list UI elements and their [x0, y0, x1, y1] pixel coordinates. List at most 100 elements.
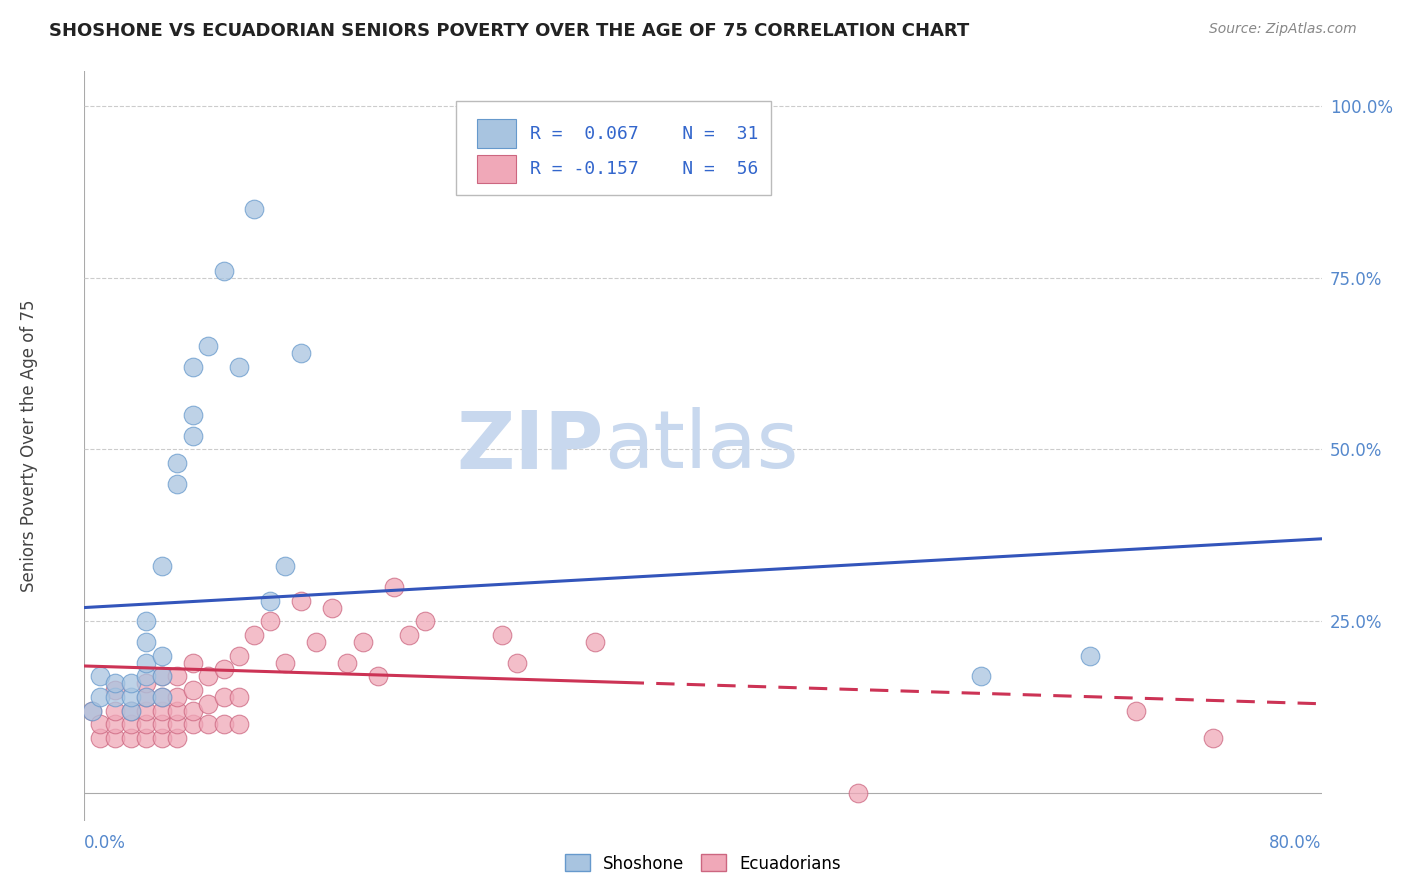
Point [367, 669, 389, 683]
Point [181, 683, 204, 698]
Text: Seniors Poverty Over the Age of 75: Seniors Poverty Over the Age of 75 [20, 300, 38, 592]
Point [150, 669, 173, 683]
Text: 80.0%: 80.0% [1270, 834, 1322, 853]
Text: R =  0.067    N =  31: R = 0.067 N = 31 [530, 125, 758, 143]
Point [352, 635, 374, 649]
Point [166, 456, 188, 470]
Point [846, 786, 869, 800]
Point [166, 476, 188, 491]
Point [82, 704, 104, 718]
Point [321, 600, 343, 615]
Point [89, 717, 111, 731]
Point [197, 339, 219, 353]
Point [212, 717, 235, 731]
Point [336, 656, 359, 670]
Point [120, 717, 142, 731]
Point [181, 428, 204, 442]
Point [135, 615, 157, 629]
Point [181, 704, 204, 718]
Point [228, 717, 250, 731]
Point [89, 731, 111, 746]
Bar [477, 120, 516, 148]
Point [228, 648, 250, 663]
Text: atlas: atlas [605, 407, 799, 485]
Text: 0.0%: 0.0% [84, 834, 127, 853]
Point [305, 635, 328, 649]
Point [382, 580, 405, 594]
Point [150, 559, 173, 574]
Point [120, 704, 142, 718]
Point [506, 656, 529, 670]
Point [259, 593, 281, 607]
Point [82, 704, 104, 718]
Point [181, 359, 204, 374]
Point [228, 690, 250, 704]
Point [491, 628, 513, 642]
Point [197, 717, 219, 731]
Point [150, 648, 173, 663]
Point [583, 635, 606, 649]
Point [104, 683, 127, 698]
Point [120, 704, 142, 718]
Point [135, 704, 157, 718]
Point [259, 615, 281, 629]
Point [197, 697, 219, 711]
Point [1202, 731, 1225, 746]
Point [181, 408, 204, 422]
Point [135, 690, 157, 704]
Point [150, 669, 173, 683]
Point [135, 731, 157, 746]
Point [135, 690, 157, 704]
Point [150, 731, 173, 746]
Point [197, 669, 219, 683]
Text: SHOSHONE VS ECUADORIAN SENIORS POVERTY OVER THE AGE OF 75 CORRELATION CHART: SHOSHONE VS ECUADORIAN SENIORS POVERTY O… [49, 22, 970, 40]
Point [212, 662, 235, 676]
Point [166, 669, 188, 683]
Point [135, 676, 157, 690]
Point [212, 263, 235, 277]
Point [104, 731, 127, 746]
Point [89, 690, 111, 704]
Point [274, 656, 297, 670]
Point [135, 717, 157, 731]
Point [274, 559, 297, 574]
Point [243, 202, 266, 216]
Point [120, 690, 142, 704]
Point [1125, 704, 1147, 718]
Point [413, 615, 436, 629]
Point [120, 676, 142, 690]
Point [135, 656, 157, 670]
Point [398, 628, 420, 642]
Point [290, 593, 312, 607]
Text: ZIP: ZIP [457, 407, 605, 485]
Legend: Shoshone, Ecuadorians: Shoshone, Ecuadorians [558, 847, 848, 880]
Point [150, 704, 173, 718]
Point [150, 690, 173, 704]
Point [243, 628, 266, 642]
Point [89, 669, 111, 683]
Text: R = -0.157    N =  56: R = -0.157 N = 56 [530, 160, 758, 178]
Point [166, 704, 188, 718]
Point [970, 669, 993, 683]
Point [104, 690, 127, 704]
Point [181, 656, 204, 670]
Point [135, 669, 157, 683]
Point [104, 676, 127, 690]
Point [181, 717, 204, 731]
Point [228, 359, 250, 374]
Point [104, 717, 127, 731]
Text: Source: ZipAtlas.com: Source: ZipAtlas.com [1209, 22, 1357, 37]
Point [120, 731, 142, 746]
Point [150, 717, 173, 731]
Bar [477, 154, 516, 183]
Point [150, 690, 173, 704]
Point [166, 717, 188, 731]
Point [135, 635, 157, 649]
Point [1078, 648, 1101, 663]
Point [290, 346, 312, 360]
Point [212, 690, 235, 704]
Point [166, 731, 188, 746]
Point [166, 690, 188, 704]
FancyBboxPatch shape [456, 102, 770, 195]
Point [104, 704, 127, 718]
